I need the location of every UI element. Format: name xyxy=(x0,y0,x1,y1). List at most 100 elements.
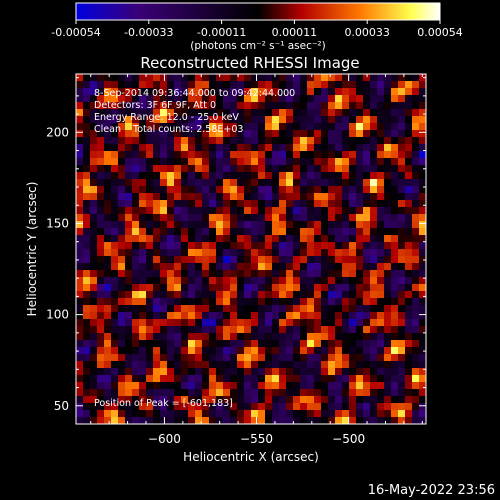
heatmap-cell xyxy=(146,179,154,187)
heatmap-cell xyxy=(237,221,245,229)
heatmap-cell xyxy=(307,221,315,229)
heatmap-cell xyxy=(223,207,231,215)
heatmap-cell xyxy=(377,396,385,404)
heatmap-cell xyxy=(265,95,273,103)
heatmap-cell xyxy=(209,319,217,327)
heatmap-cell xyxy=(321,137,329,145)
heatmap-cell xyxy=(293,88,301,96)
heatmap-cell xyxy=(209,340,217,348)
heatmap-cell xyxy=(153,319,161,327)
heatmap-cell xyxy=(279,193,287,201)
heatmap-cell xyxy=(195,284,203,292)
heatmap-cell xyxy=(412,158,420,166)
y-tick-label-1: 100 xyxy=(46,308,69,322)
heatmap-cell xyxy=(167,270,175,278)
heatmap-cell xyxy=(230,284,238,292)
heatmap-cell xyxy=(293,102,301,110)
heatmap-cell xyxy=(412,417,420,425)
heatmap-cell xyxy=(307,172,315,180)
heatmap-cell xyxy=(167,193,175,201)
heatmap-cell xyxy=(356,130,364,138)
heatmap-cell xyxy=(118,284,126,292)
heatmap-cell xyxy=(97,74,105,82)
heatmap-cell xyxy=(258,95,266,103)
heatmap-cell xyxy=(349,172,357,180)
heatmap-cell xyxy=(349,403,357,411)
heatmap-cell xyxy=(251,235,259,243)
heatmap-cell xyxy=(153,291,161,299)
heatmap-cell xyxy=(83,382,91,390)
heatmap-cell xyxy=(146,116,154,124)
heatmap-cell xyxy=(223,130,231,138)
heatmap-cell xyxy=(279,158,287,166)
heatmap-cell xyxy=(419,403,427,411)
heatmap-cell xyxy=(223,235,231,243)
heatmap-cell xyxy=(335,375,343,383)
heatmap-cell xyxy=(97,305,105,313)
heatmap-cell xyxy=(307,116,315,124)
heatmap-cell xyxy=(377,179,385,187)
heatmap-cell xyxy=(104,284,112,292)
heatmap-cell xyxy=(419,186,427,194)
heatmap-cell xyxy=(279,165,287,173)
heatmap-cell xyxy=(83,354,91,362)
heatmap-cell xyxy=(293,340,301,348)
heatmap-cell xyxy=(139,207,147,215)
heatmap-cell xyxy=(321,95,329,103)
heatmap-cell xyxy=(258,158,266,166)
heatmap-cell xyxy=(153,284,161,292)
heatmap-cell xyxy=(405,116,413,124)
heatmap-cell xyxy=(132,389,140,397)
heatmap-cell xyxy=(279,249,287,257)
heatmap-cell xyxy=(321,382,329,390)
heatmap-cell xyxy=(153,214,161,222)
heatmap-cell xyxy=(300,382,308,390)
heatmap-cell xyxy=(363,389,371,397)
heatmap-cell xyxy=(328,137,336,145)
heatmap-cell xyxy=(167,109,175,117)
heatmap-cell xyxy=(230,74,238,82)
heatmap-cell xyxy=(146,228,154,236)
heatmap-cell xyxy=(419,228,427,236)
heatmap-cell xyxy=(384,417,392,425)
heatmap-cell xyxy=(356,242,364,250)
heatmap-cell xyxy=(174,312,182,320)
heatmap-cell xyxy=(132,375,140,383)
heatmap-cell xyxy=(174,179,182,187)
heatmap-cell xyxy=(300,193,308,201)
heatmap-cell xyxy=(286,158,294,166)
heatmap-cell xyxy=(202,81,210,89)
heatmap-cell xyxy=(125,403,133,411)
heatmap-cell xyxy=(209,291,217,299)
heatmap-cell xyxy=(146,270,154,278)
heatmap-cell xyxy=(265,228,273,236)
heatmap-cell xyxy=(83,235,91,243)
heatmap-cell xyxy=(377,375,385,383)
heatmap-cell xyxy=(251,88,259,96)
heatmap-cell xyxy=(132,291,140,299)
heatmap-cell xyxy=(181,417,189,425)
heatmap-cell xyxy=(230,144,238,152)
heatmap-cell xyxy=(181,284,189,292)
heatmap-cell xyxy=(419,312,427,320)
heatmap-cell xyxy=(419,88,427,96)
heatmap-cell xyxy=(118,214,126,222)
heatmap-cell xyxy=(370,368,378,376)
heatmap-cell xyxy=(139,179,147,187)
heatmap-cell xyxy=(76,102,84,110)
heatmap-cell xyxy=(230,95,238,103)
heatmap-cell xyxy=(132,102,140,110)
heatmap-cell xyxy=(244,95,252,103)
heatmap-cell xyxy=(391,277,399,285)
heatmap-cell xyxy=(230,151,238,159)
heatmap-cell xyxy=(216,228,224,236)
heatmap-cell xyxy=(244,333,252,341)
heatmap-cell xyxy=(363,109,371,117)
heatmap-cell xyxy=(146,291,154,299)
heatmap-cell xyxy=(300,242,308,250)
heatmap-cell xyxy=(90,270,98,278)
heatmap-cell xyxy=(174,326,182,334)
heatmap-cell xyxy=(237,410,245,418)
colorbar-frame xyxy=(75,2,441,21)
heatmap-cell xyxy=(321,361,329,369)
